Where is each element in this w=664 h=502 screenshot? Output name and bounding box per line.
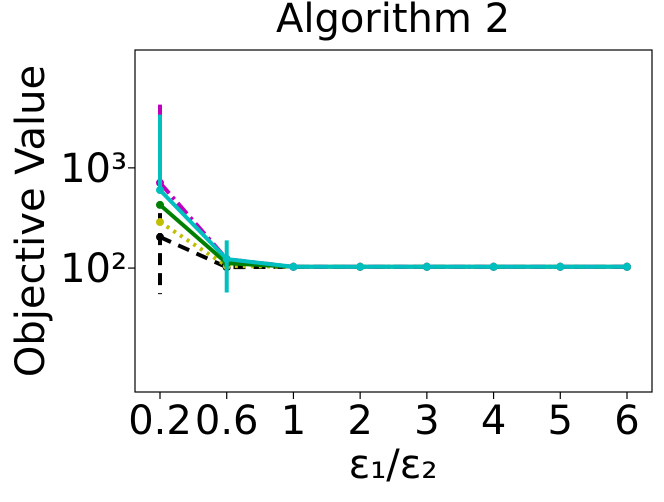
series-line [158, 181, 627, 269]
point [156, 218, 164, 227]
x-tick-label: 3 [414, 398, 439, 444]
y-tick-label: 10² [60, 246, 127, 292]
chart-title: Algorithm 2 [276, 0, 510, 42]
point [289, 262, 298, 271]
point [422, 262, 431, 271]
point [156, 233, 164, 242]
series-line [158, 188, 627, 269]
x-tick-label: 4 [481, 398, 506, 444]
point [356, 262, 365, 271]
y-axis-label: Objective Value [8, 65, 54, 377]
x-tick-label: 0.6 [195, 398, 259, 444]
x-tick-label: 2 [347, 398, 372, 444]
x-tick-label: 5 [548, 398, 573, 444]
plot-frame [134, 49, 653, 393]
point [222, 255, 231, 264]
point [489, 262, 498, 271]
x-tick-label: 1 [281, 398, 306, 444]
point [556, 262, 565, 271]
x-axis-label: ε₁/ε₂ [349, 442, 438, 488]
x-tick-label: 0.2 [128, 398, 192, 444]
y-tick-label: 10³ [60, 146, 127, 192]
x-tick-label: 6 [614, 398, 639, 444]
point [156, 186, 164, 195]
point [156, 200, 164, 209]
point [623, 262, 631, 271]
